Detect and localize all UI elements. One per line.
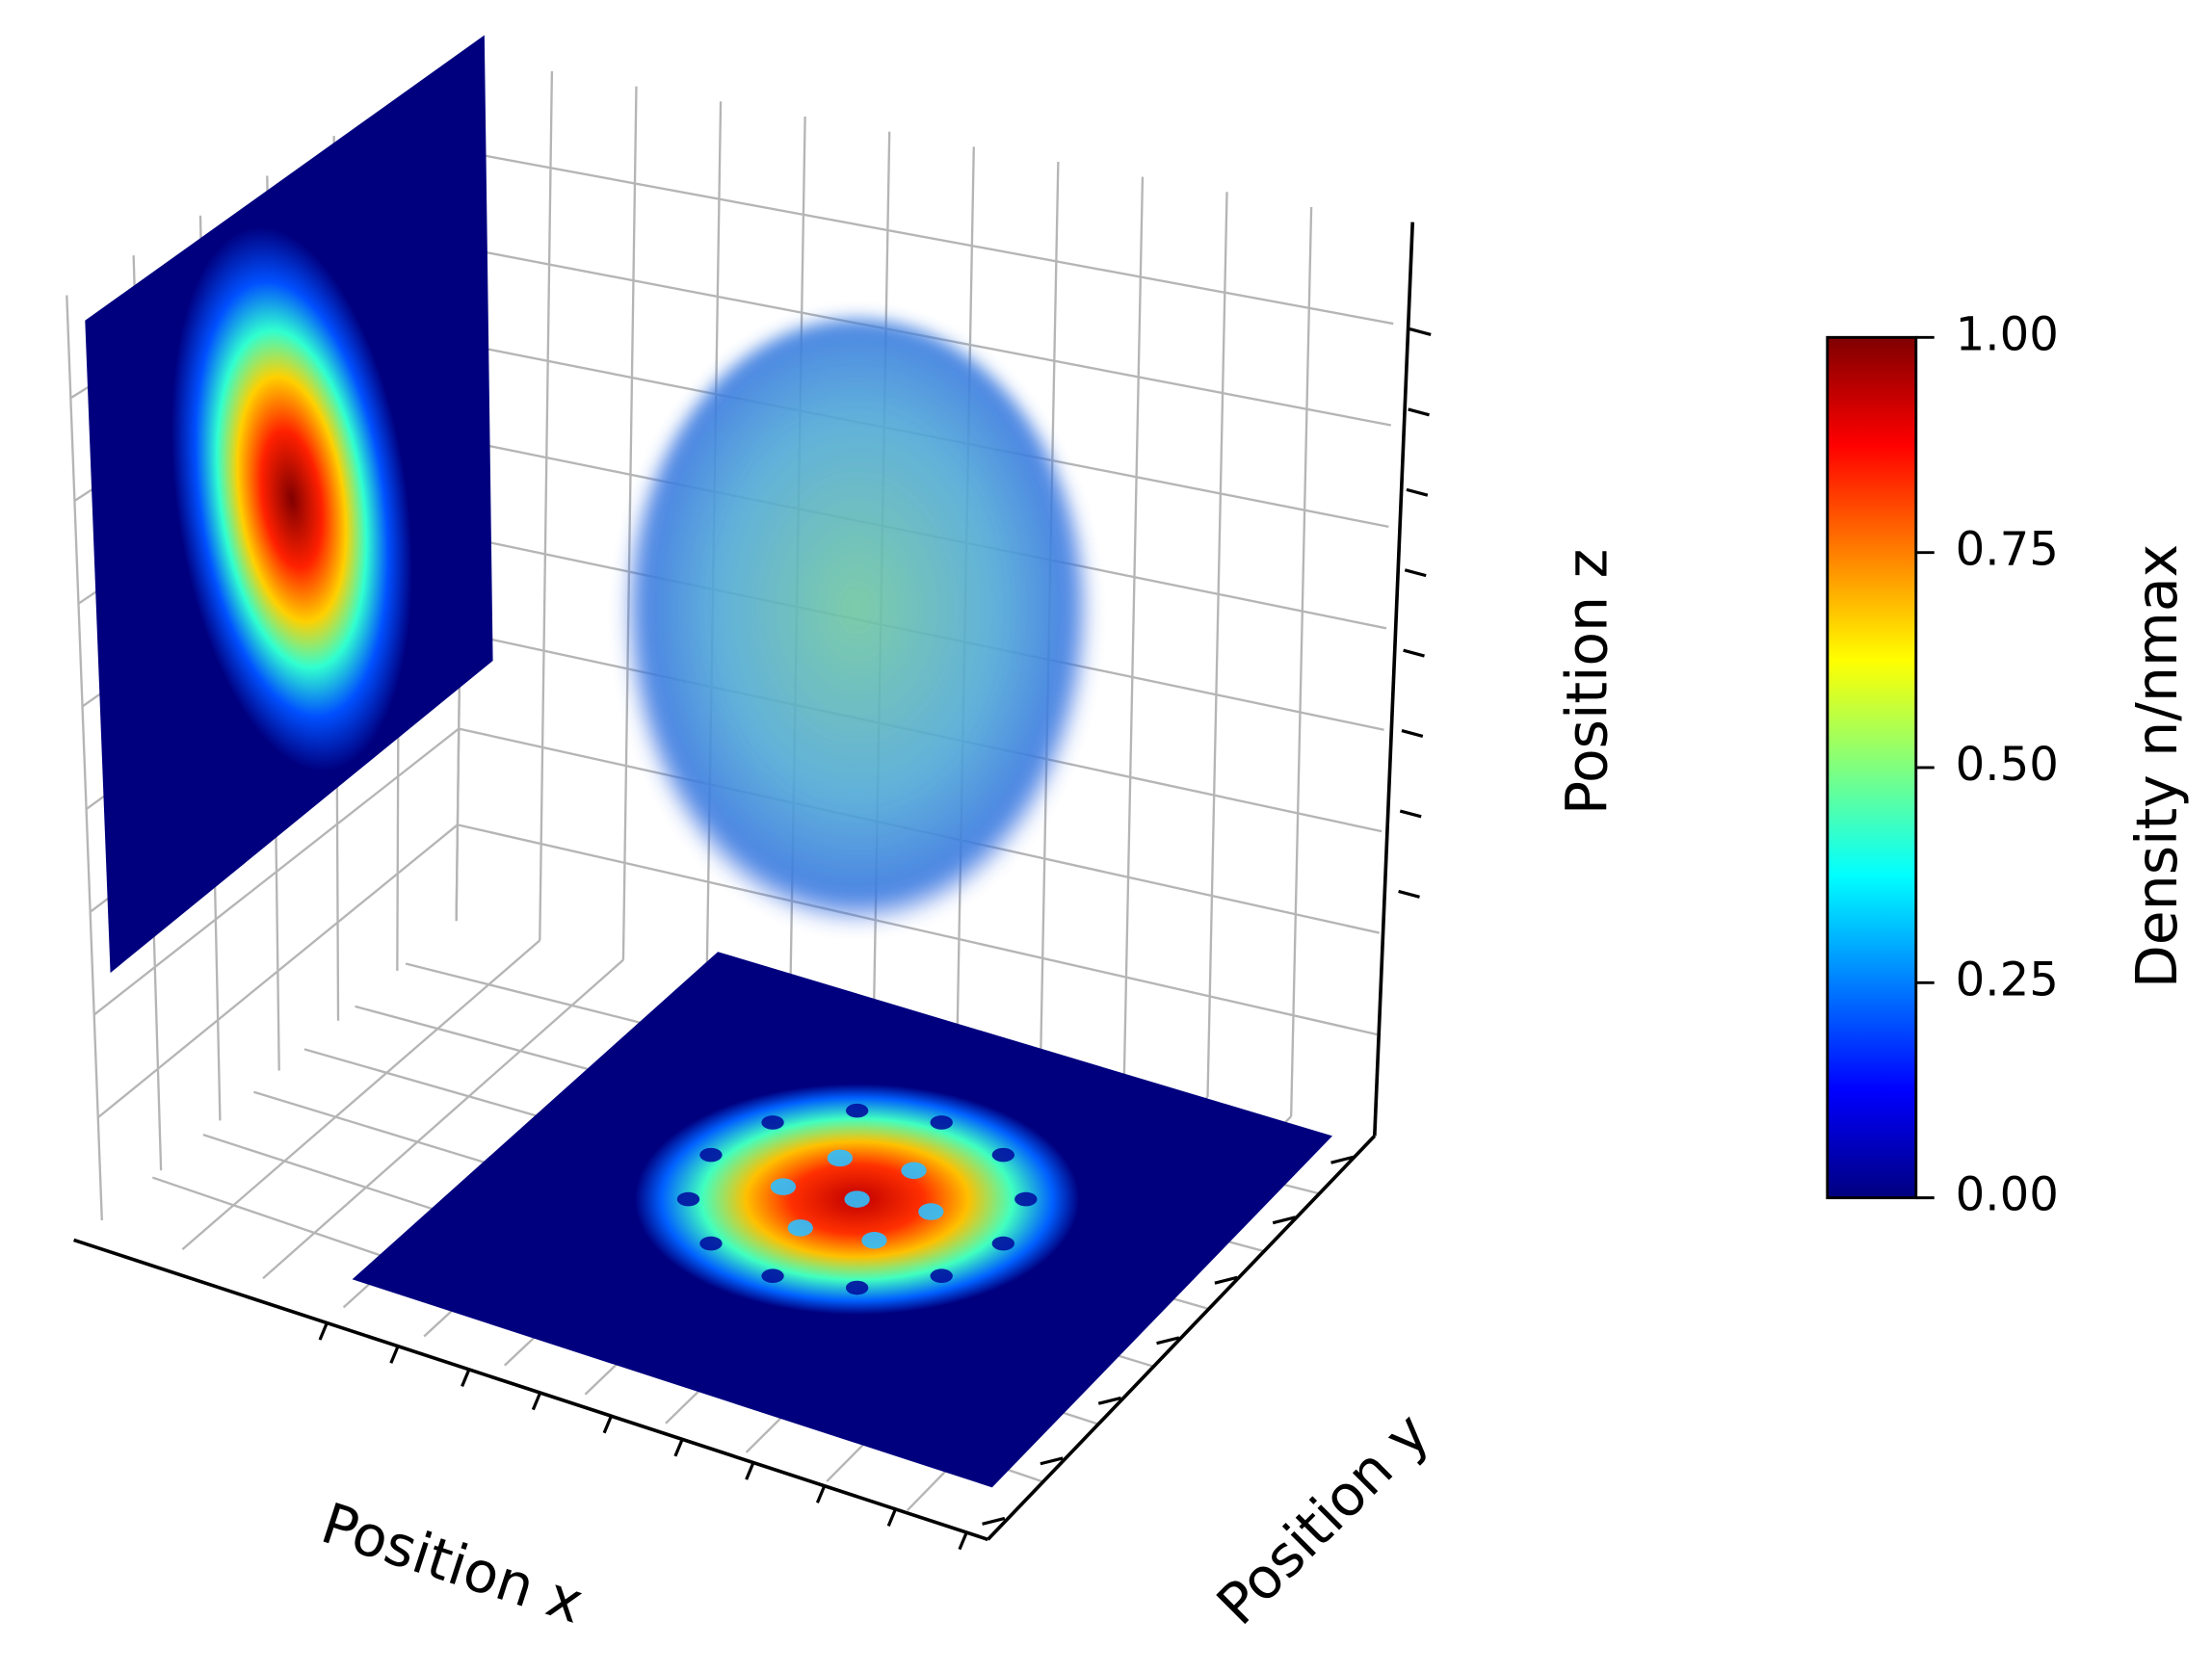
vortex: [770, 1178, 797, 1195]
vortex: [930, 1115, 953, 1130]
colorbar-tick-label: 0.50: [1956, 738, 2059, 792]
vortex: [991, 1147, 1015, 1163]
grid-line: [262, 958, 624, 1280]
z-tick: [1406, 487, 1429, 497]
z-tick: [1398, 889, 1420, 899]
x-tick: [531, 1392, 542, 1411]
y-tick: [1214, 1275, 1238, 1285]
z-tick: [1403, 648, 1425, 658]
y-tick: [1272, 1216, 1296, 1225]
grid-line: [1122, 176, 1145, 1078]
x-tick: [318, 1321, 329, 1341]
z-tick: [1401, 729, 1424, 738]
grid-line: [1289, 206, 1313, 1117]
volume-density: [620, 319, 1093, 960]
y-tick: [1156, 1336, 1180, 1346]
z-axis: [1372, 222, 1415, 1137]
colorbar: [1826, 335, 1918, 1200]
colorbar-tick-label: 0.25: [1956, 953, 2059, 1006]
vortices: [676, 1103, 1038, 1295]
x-tick: [815, 1485, 827, 1503]
vortex: [787, 1219, 813, 1237]
colorbar-label: Density n/nmax: [2124, 544, 2190, 988]
grid-line: [621, 86, 638, 960]
x-tick: [602, 1415, 613, 1434]
vortex: [761, 1268, 784, 1284]
xz-density: [171, 226, 412, 771]
grid-line: [1206, 192, 1228, 1097]
vortex: [901, 1162, 927, 1180]
x-tick: [958, 1531, 968, 1551]
y-tick: [982, 1516, 1006, 1526]
vortex: [1014, 1191, 1038, 1207]
vortex: [699, 1147, 723, 1163]
x-tick: [886, 1508, 897, 1528]
vortex: [991, 1236, 1015, 1251]
vortex: [676, 1191, 700, 1207]
grid-line: [181, 939, 541, 1250]
grid-line: [97, 823, 459, 1119]
axes: [73, 222, 1432, 1551]
y-axis: [987, 1135, 1377, 1541]
vortex: [845, 1280, 869, 1295]
z-tick: [1409, 327, 1432, 336]
grid-line: [465, 150, 1394, 326]
colorbar-tick-label: 0.75: [1956, 523, 2059, 577]
vortex: [845, 1103, 869, 1118]
x-axis: [73, 1238, 988, 1542]
grid-line: [66, 295, 103, 1221]
vortex: [761, 1115, 784, 1130]
vortex: [930, 1268, 953, 1284]
z-tick: [1408, 407, 1430, 417]
z-axis-label: Position z: [1555, 549, 1620, 815]
y-axis-label: Position y: [1204, 1400, 1441, 1637]
vortex: [861, 1232, 887, 1249]
x-tick: [673, 1438, 684, 1457]
z-tick: [1404, 568, 1427, 578]
vortex: [918, 1203, 944, 1220]
x-tick: [389, 1346, 400, 1364]
vortex: [827, 1149, 853, 1167]
colorbar-tick-label: 1.00: [1956, 307, 2059, 361]
y-tick: [1330, 1155, 1355, 1164]
colorbar-tick-label: 0.00: [1956, 1168, 2059, 1222]
x-tick: [745, 1461, 755, 1480]
x-axis-label: Position x: [314, 1490, 592, 1635]
y-tick: [1097, 1396, 1121, 1405]
y-tick: [1040, 1456, 1064, 1466]
vortex: [844, 1190, 870, 1208]
z-tick: [1399, 809, 1422, 819]
grid-line: [539, 71, 554, 941]
grid-line: [92, 727, 460, 1016]
vortex: [699, 1236, 723, 1251]
x-tick: [461, 1369, 471, 1388]
